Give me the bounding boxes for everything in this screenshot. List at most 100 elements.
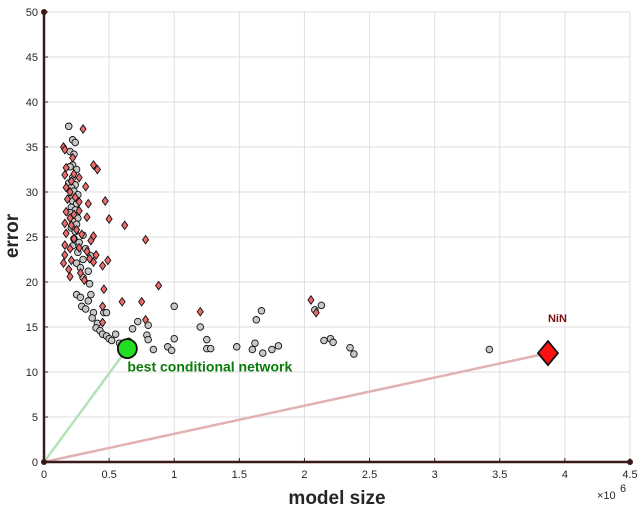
data-point-red bbox=[61, 144, 69, 155]
data-point-gray bbox=[64, 122, 73, 131]
data-point-red bbox=[72, 224, 81, 235]
data-point-gray bbox=[268, 345, 276, 354]
data-point-red bbox=[155, 280, 163, 291]
axes bbox=[41, 9, 633, 465]
data-point-gray bbox=[206, 344, 215, 353]
x-exponent-base: ×10 bbox=[597, 490, 616, 502]
data-point-red bbox=[312, 307, 320, 318]
data-point-red bbox=[99, 301, 107, 312]
axis-end-dot bbox=[41, 9, 47, 15]
data-point-red bbox=[307, 295, 315, 305]
data-point-red bbox=[66, 243, 74, 254]
data-point-red bbox=[62, 182, 70, 193]
data-point-red bbox=[92, 250, 100, 260]
data-point-red bbox=[138, 296, 146, 307]
y-tick-label: 35 bbox=[26, 142, 38, 154]
data-point-red bbox=[141, 314, 150, 325]
data-point-red bbox=[61, 240, 69, 251]
data-point-gray bbox=[485, 345, 494, 354]
reference-lines bbox=[42, 347, 549, 464]
x-tick-label: 2.5 bbox=[362, 469, 377, 481]
data-point-gray bbox=[329, 338, 337, 347]
data-point-red bbox=[66, 271, 74, 282]
data-point-red bbox=[67, 255, 75, 266]
reference-line-nin bbox=[43, 351, 549, 464]
x-tick-label: 3.5 bbox=[492, 469, 507, 481]
data-point-gray bbox=[320, 336, 328, 345]
nin-label: NiN bbox=[548, 313, 567, 325]
data-point-red bbox=[83, 212, 91, 223]
data-point-gray bbox=[102, 308, 111, 317]
data-point-red bbox=[62, 228, 70, 239]
data-point-gray bbox=[346, 343, 354, 352]
data-point-red bbox=[93, 164, 101, 175]
data-point-red bbox=[79, 124, 87, 134]
data-point-red bbox=[100, 284, 108, 295]
data-point-red bbox=[70, 209, 78, 220]
data-point-gray bbox=[257, 307, 266, 315]
data-point-red bbox=[105, 214, 113, 224]
data-points bbox=[59, 122, 494, 358]
data-point-red bbox=[78, 229, 86, 240]
data-point-gray bbox=[128, 325, 137, 333]
axis-end-dot bbox=[41, 459, 47, 465]
x-tick-label: 0.5 bbox=[101, 469, 116, 481]
data-point-red bbox=[82, 181, 90, 192]
data-point-gray bbox=[350, 350, 358, 358]
data-point-red bbox=[71, 192, 79, 203]
data-point-red bbox=[75, 242, 83, 253]
data-point-red bbox=[118, 296, 126, 307]
data-point-red bbox=[141, 234, 150, 245]
x-tick-label: 4.5 bbox=[622, 469, 637, 481]
data-point-gray bbox=[251, 339, 259, 347]
data-point-red bbox=[66, 187, 74, 197]
data-point-red bbox=[62, 206, 70, 217]
data-point-red bbox=[65, 264, 73, 275]
y-tick-label: 0 bbox=[32, 457, 38, 469]
x-tick-label: 3 bbox=[432, 469, 438, 481]
data-point-gray bbox=[203, 335, 211, 344]
axis-end-dot bbox=[627, 459, 633, 465]
data-point-red bbox=[104, 255, 112, 266]
reference-line-best bbox=[42, 347, 129, 463]
y-tick-label: 10 bbox=[26, 367, 38, 379]
data-point-red bbox=[196, 306, 204, 317]
data-point-gray bbox=[274, 342, 283, 350]
data-point-gray bbox=[87, 290, 95, 299]
x-tick-label: 4 bbox=[562, 469, 568, 481]
x-tick-label: 0 bbox=[41, 469, 47, 481]
x-tick-label: 1.5 bbox=[232, 469, 247, 481]
y-tick-label: 5 bbox=[32, 412, 38, 424]
data-point-gray bbox=[167, 346, 176, 355]
data-point-gray bbox=[84, 297, 93, 305]
data-point-gray bbox=[79, 255, 87, 264]
data-point-gray bbox=[88, 314, 96, 322]
y-tick-label: 15 bbox=[26, 322, 38, 334]
data-point-red bbox=[84, 198, 92, 209]
data-point-gray bbox=[144, 321, 152, 329]
data-point-red bbox=[70, 169, 78, 179]
data-point-red bbox=[83, 246, 91, 257]
y-axis-ticks: 0 5 10 15 20 25 30 35 40 45 50 bbox=[26, 7, 48, 469]
data-point-red bbox=[61, 218, 69, 229]
nin-point bbox=[536, 339, 560, 367]
data-point-gray bbox=[149, 345, 158, 354]
data-point-red bbox=[99, 260, 107, 271]
x-tick-label: 2 bbox=[301, 469, 307, 481]
data-point-gray bbox=[259, 349, 267, 357]
data-point-gray bbox=[196, 323, 205, 331]
y-tick-label: 30 bbox=[26, 187, 38, 199]
gridlines bbox=[43, 11, 631, 463]
data-point-red bbox=[75, 172, 83, 183]
data-point-gray bbox=[317, 301, 326, 310]
y-tick-label: 20 bbox=[26, 277, 38, 289]
labels: model size error ×10 6 bbox=[2, 213, 626, 509]
x-axis-label: model size bbox=[288, 488, 385, 509]
data-point-gray bbox=[107, 336, 116, 345]
data-point-gray bbox=[84, 267, 93, 275]
best-network-point bbox=[116, 338, 138, 360]
data-point-red bbox=[80, 275, 88, 286]
data-point-red bbox=[76, 268, 85, 278]
y-tick-label: 25 bbox=[26, 232, 38, 244]
